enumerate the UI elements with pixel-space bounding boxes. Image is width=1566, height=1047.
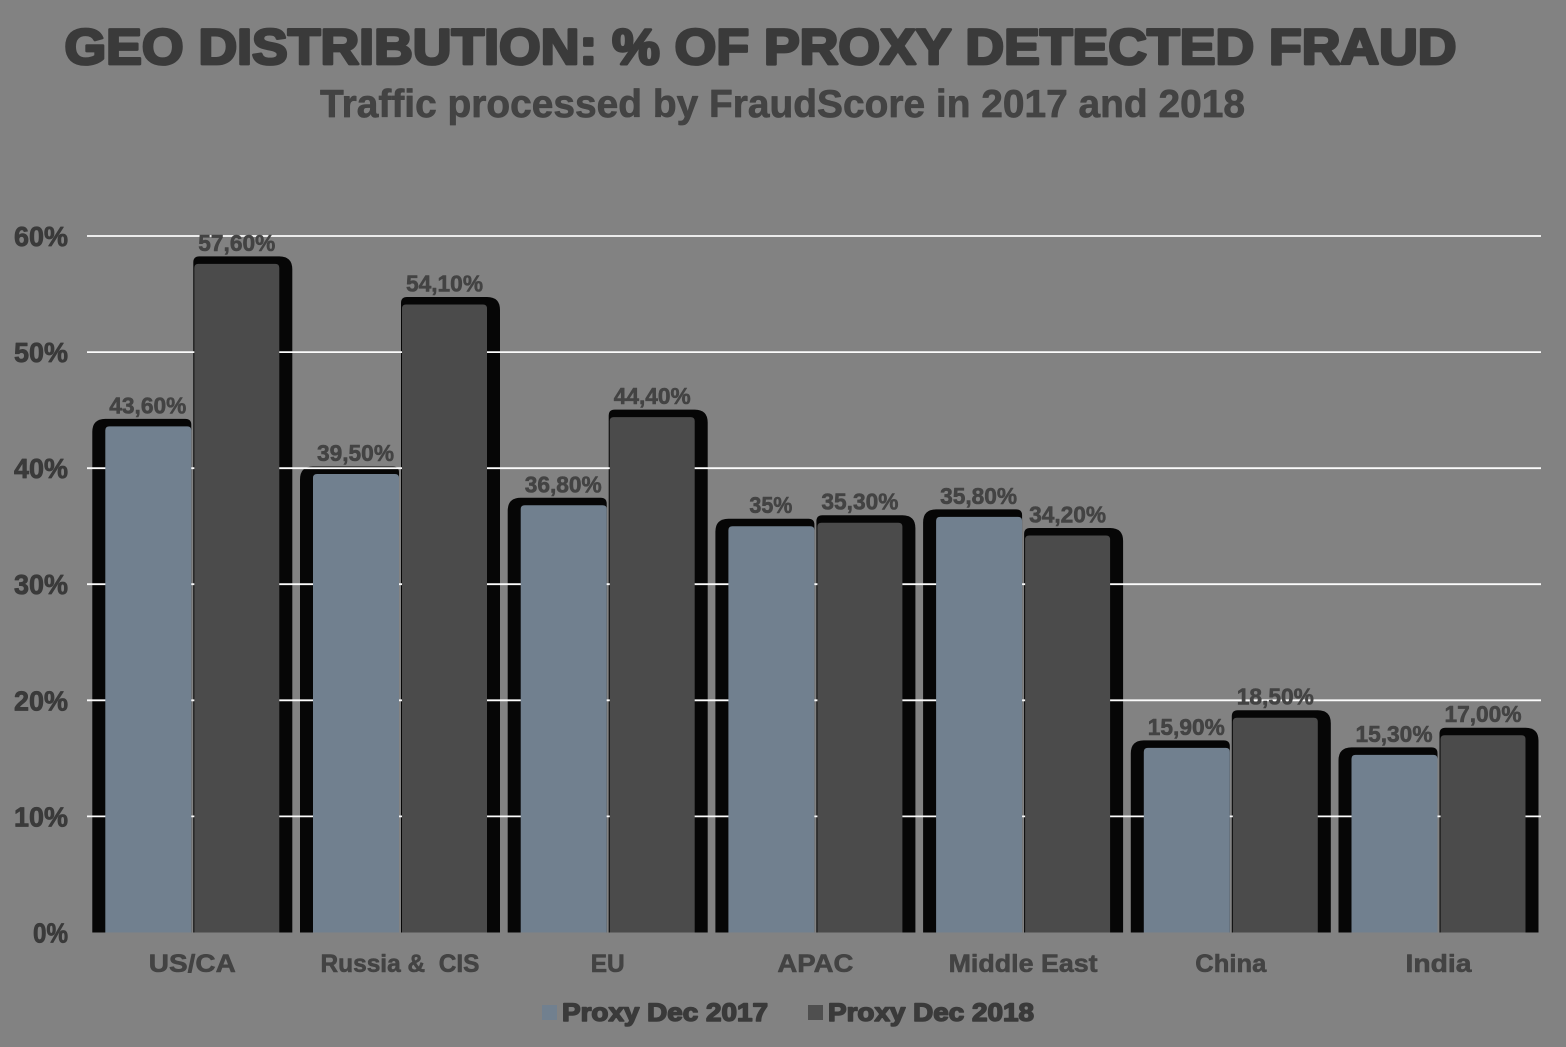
- svg-text:Proxy Dec 2017: Proxy Dec 2017: [562, 999, 768, 1027]
- svg-text:36,80%: 36,80%: [525, 471, 602, 497]
- svg-text:18,50%: 18,50%: [1237, 684, 1314, 710]
- svg-text:20%: 20%: [14, 685, 68, 716]
- svg-text:34,20%: 34,20%: [1029, 502, 1106, 528]
- svg-text:15,90%: 15,90%: [1148, 714, 1225, 740]
- svg-text:54,10%: 54,10%: [406, 271, 483, 297]
- svg-text:US/CA: US/CA: [149, 950, 236, 978]
- svg-text:Russia & CIS: Russia & CIS: [321, 950, 480, 978]
- svg-text:India: India: [1406, 950, 1473, 978]
- svg-text:35%: 35%: [749, 492, 792, 518]
- svg-text:35,30%: 35,30%: [821, 489, 898, 515]
- svg-text:39,50%: 39,50%: [317, 440, 394, 466]
- svg-text:Traffic processed by FraudScor: Traffic processed by FraudScore in 2017 …: [320, 83, 1245, 126]
- svg-text:Middle East: Middle East: [949, 950, 1099, 978]
- svg-text:15,30%: 15,30%: [1356, 721, 1433, 747]
- svg-text:50%: 50%: [14, 337, 68, 368]
- svg-text:GEO DISTRIBUTION: % OF PROXY D: GEO DISTRIBUTION: % OF PROXY DETECTED FR…: [65, 18, 1457, 75]
- svg-text:60%: 60%: [14, 221, 68, 252]
- svg-text:APAC: APAC: [777, 950, 853, 978]
- svg-text:EU: EU: [591, 950, 625, 978]
- svg-text:17,00%: 17,00%: [1445, 701, 1522, 727]
- svg-text:43,60%: 43,60%: [109, 392, 186, 418]
- svg-text:57,60%: 57,60%: [198, 230, 275, 256]
- svg-text:35,80%: 35,80%: [940, 483, 1017, 509]
- svg-text:Proxy Dec 2018: Proxy Dec 2018: [828, 999, 1034, 1027]
- svg-text:0%: 0%: [33, 918, 68, 949]
- svg-text:40%: 40%: [14, 453, 68, 484]
- svg-text:44,40%: 44,40%: [614, 383, 691, 409]
- svg-text:30%: 30%: [14, 569, 68, 600]
- svg-text:China: China: [1195, 950, 1267, 978]
- svg-text:10%: 10%: [14, 801, 68, 832]
